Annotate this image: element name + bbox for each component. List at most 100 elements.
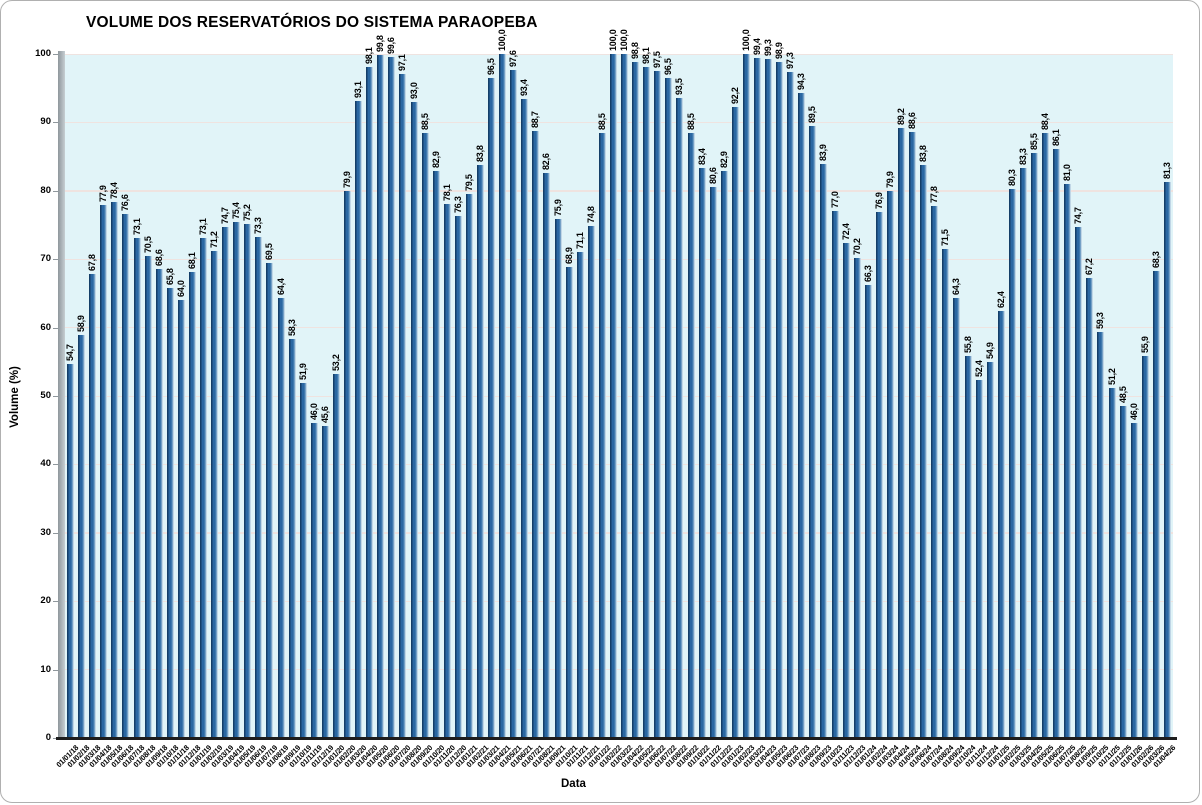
bar-value-label: 75,4	[231, 202, 242, 220]
bar-value-label: 99,3	[763, 39, 774, 56]
bar	[632, 62, 640, 738]
bar	[731, 107, 739, 738]
bar	[310, 423, 318, 738]
bar-value-label: 79,5	[463, 174, 474, 192]
bar-value-label: 98,1	[364, 47, 375, 64]
gridline	[65, 53, 1173, 55]
bar-value-label: 78,1	[441, 184, 452, 201]
bar	[787, 72, 795, 738]
bar-value-label: 67,2	[1084, 258, 1095, 276]
y-axis-wall	[58, 51, 65, 738]
bar	[421, 132, 429, 738]
bar-value-label: 97,3	[785, 52, 796, 70]
bar	[1075, 227, 1083, 738]
bar	[820, 164, 828, 738]
bar-value-label: 58,9	[76, 315, 87, 333]
x-axis-title: Data	[561, 778, 586, 790]
bar-value-label: 66,3	[862, 264, 873, 282]
y-axis-tick	[53, 669, 58, 671]
bar	[1163, 181, 1171, 738]
bar	[388, 56, 396, 738]
bar-value-label: 77,9	[98, 185, 109, 203]
bar-value-label: 68,9	[563, 247, 574, 264]
bar-value-label: 88,5	[596, 112, 607, 130]
gridline	[65, 600, 1173, 603]
bar-value-label: 100,0	[607, 29, 618, 51]
bar-value-label: 48,5	[1117, 386, 1128, 404]
bar	[521, 99, 529, 738]
bar	[1130, 423, 1138, 738]
bar-value-label: 71,2	[209, 231, 220, 248]
bar	[155, 268, 163, 738]
bar-value-label: 68,6	[153, 249, 164, 266]
bar-value-label: 46,0	[1128, 403, 1139, 421]
bar-value-label: 73,1	[198, 218, 208, 235]
y-tick-label: 10	[40, 663, 51, 675]
bar-value-label: 88,7	[530, 111, 541, 129]
y-tick-label: 90	[40, 116, 51, 128]
bar	[798, 92, 806, 738]
bar	[886, 191, 894, 738]
bar	[222, 227, 230, 738]
bar-value-label: 76,9	[873, 192, 884, 209]
bar-value-label: 97,1	[397, 54, 408, 71]
bar-value-label: 77,8	[929, 186, 940, 203]
bar	[964, 356, 972, 738]
bar	[111, 201, 119, 738]
bar	[842, 242, 850, 738]
bar-value-label: 93,5	[674, 78, 685, 96]
bar-value-label: 88,5	[685, 112, 696, 130]
bar	[1119, 406, 1127, 738]
y-axis-tick	[53, 738, 58, 739]
bar-value-label: 64,0	[175, 280, 186, 298]
bar	[997, 311, 1005, 738]
y-tick-label: 60	[40, 321, 51, 333]
bar	[1042, 133, 1050, 738]
bar-value-label: 89,5	[807, 106, 818, 123]
bar-value-label: 80,3	[1006, 169, 1017, 186]
bar-value-label: 93,1	[353, 81, 364, 99]
bar-value-label: 53,2	[330, 354, 341, 372]
y-axis-tick	[53, 122, 58, 124]
bar	[676, 98, 684, 738]
bar-value-label: 93,4	[519, 79, 530, 97]
gridline	[65, 463, 1173, 466]
bar	[654, 71, 662, 738]
y-axis-tick	[53, 532, 58, 534]
bar-value-label: 73,1	[131, 218, 142, 235]
y-axis-tick	[53, 54, 58, 55]
y-axis-tick	[53, 190, 58, 192]
bar-value-label: 79,9	[884, 171, 895, 189]
bar	[321, 426, 329, 738]
chart-title: VOLUME DOS RESERVATÓRIOS DO SISTEMA PARA…	[86, 14, 538, 31]
bar	[200, 237, 207, 738]
bar-value-label: 74,8	[585, 206, 596, 224]
gridline	[65, 669, 1173, 671]
bar-value-label: 79,9	[342, 171, 353, 189]
gridline	[65, 121, 1173, 124]
bar	[499, 54, 507, 738]
bar-value-label: 64,4	[275, 277, 286, 295]
y-axis-title: Volume (%)	[9, 366, 21, 428]
bar	[765, 58, 773, 738]
bar	[698, 167, 706, 738]
bar	[122, 214, 130, 738]
bar-value-label: 97,6	[508, 50, 519, 68]
bar-value-label: 67,8	[87, 254, 98, 272]
x-axis-line	[56, 737, 1177, 740]
bar	[78, 335, 86, 738]
bar-value-label: 80,6	[707, 166, 718, 184]
bar	[488, 77, 496, 738]
y-tick-label: 80	[40, 184, 51, 196]
bar	[465, 194, 473, 738]
y-tick-label: 50	[40, 390, 51, 401]
bar-value-label: 83,8	[918, 145, 929, 162]
bar-value-label: 54,7	[65, 344, 76, 361]
bar	[621, 54, 629, 738]
bar-value-label: 78,4	[109, 182, 120, 199]
bar	[609, 54, 617, 738]
bar-value-label: 70,5	[142, 236, 153, 253]
bar-value-label: 70,2	[851, 238, 862, 255]
gridline	[65, 327, 1173, 329]
bar	[831, 211, 839, 738]
